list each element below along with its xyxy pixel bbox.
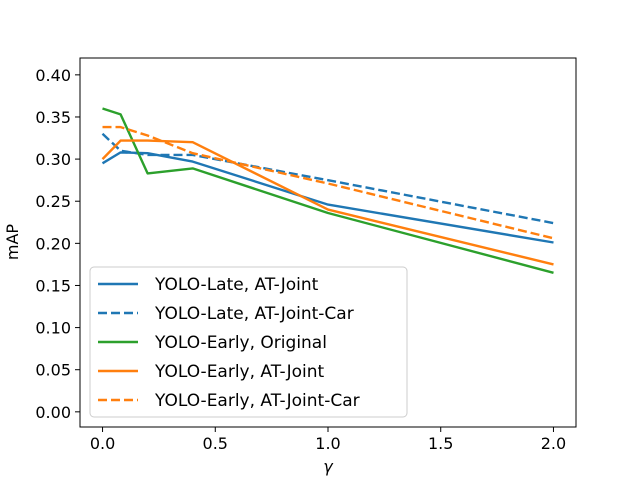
x-tick-label: 2.0 [541, 434, 566, 453]
legend-box [89, 266, 408, 418]
legend-label: YOLO-Early, Original [154, 333, 327, 353]
y-axis-title: mAP [3, 224, 22, 261]
series-line-yolo-early-at-joint-car [102, 125, 554, 240]
y-tick-label: 0.40 [35, 66, 71, 85]
x-axis-title: γ [323, 457, 334, 476]
legend-label: YOLO-Early, AT-Joint [154, 362, 325, 382]
y-tick-label: 0.05 [35, 361, 71, 380]
series-line-yolo-early-at-joint [101, 139, 554, 266]
series-line-yolo-late-at-joint-car [101, 132, 554, 225]
y-tick-label: 0.20 [35, 234, 71, 253]
x-tick-label: 0.0 [90, 434, 115, 453]
x-tick-label: 1.5 [428, 434, 453, 453]
y-tick-label: 0.25 [35, 192, 71, 211]
legend-label: YOLO-Early, AT-Joint-Car [154, 391, 360, 411]
x-axis-ticks: 0.0 0.5 1.0 1.5 2.0 [90, 427, 566, 453]
x-tick-label: 1.0 [315, 434, 340, 453]
y-tick-label: 0.35 [35, 108, 71, 127]
y-tick-label: 0.10 [35, 319, 71, 338]
legend-entries: YOLO-Late, AT-Joint YOLO-Late, AT-Joint-C… [98, 275, 360, 411]
legend-label: YOLO-Late, AT-Joint [154, 275, 319, 295]
series-line-yolo-late-at-joint [101, 151, 554, 244]
legend-label: YOLO-Late, AT-Joint-Car [154, 304, 354, 324]
x-tick-label: 0.5 [203, 434, 228, 453]
y-tick-label: 0.30 [35, 150, 71, 169]
y-tick-label: 0.15 [35, 276, 71, 295]
y-axis-ticks: 0.00 0.05 0.10 0.15 0.20 0.25 0.30 0.35 0.40 [35, 66, 80, 422]
series-layer [101, 107, 554, 274]
series-line-yolo-early-original [102, 107, 554, 274]
y-tick-label: 0.00 [35, 403, 71, 422]
legend: YOLO-Late, AT-Joint YOLO-Late, AT-Joint-C… [89, 266, 408, 418]
